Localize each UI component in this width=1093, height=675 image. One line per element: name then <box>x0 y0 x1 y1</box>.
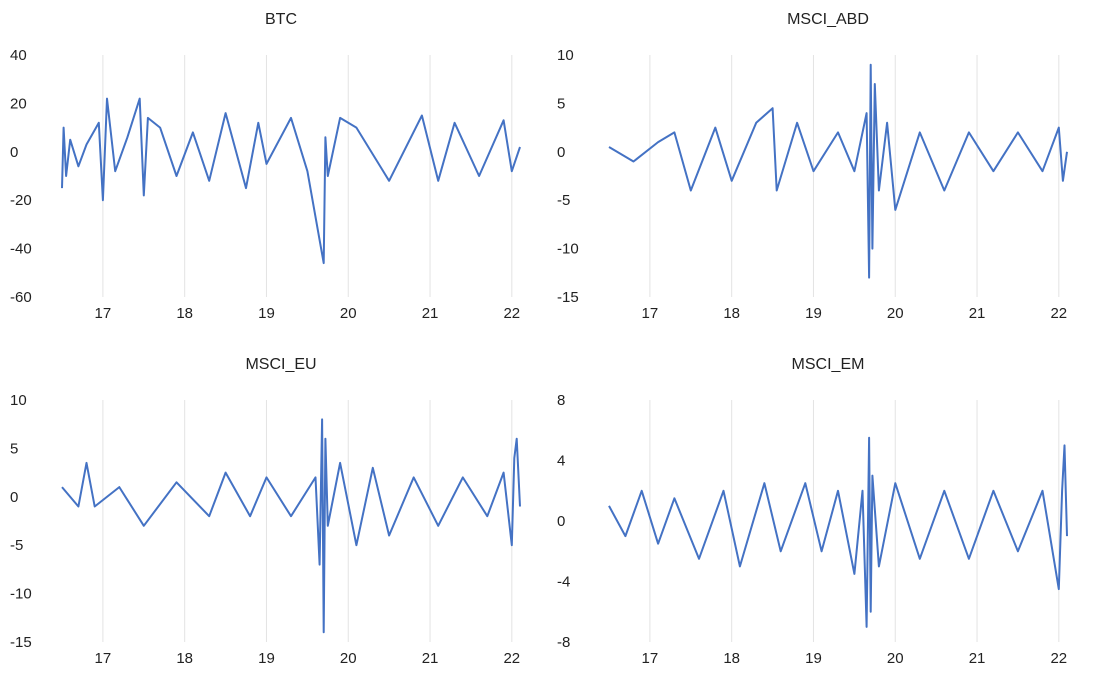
x-tick-label: 22 <box>503 650 520 667</box>
series-line <box>61 97 521 265</box>
y-tick-label: -15 <box>557 289 579 306</box>
y-tick-label: -15 <box>10 634 32 651</box>
x-tick-label: 22 <box>503 305 520 322</box>
x-tick-label: 18 <box>176 305 193 322</box>
y-tick-label: -40 <box>10 241 32 258</box>
y-tick-label: -10 <box>557 241 579 258</box>
series-line <box>61 418 521 634</box>
y-tick-label: 20 <box>10 95 27 112</box>
y-tick-label: 5 <box>557 95 565 112</box>
y-tick-label: -5 <box>557 192 570 209</box>
chart-msci-em: MSCI_EM 17 18 19 20 21 22 8 4 0 -4 -8 <box>547 345 1093 675</box>
x-tick-label: 18 <box>176 650 193 667</box>
chart-msci-eu: MSCI_EU 17 18 19 20 21 22 10 5 0 -5 -10 -15 <box>0 345 546 675</box>
x-tick-label: 21 <box>422 650 439 667</box>
y-tick-label: -5 <box>10 537 23 554</box>
x-tick-label: 21 <box>422 305 439 322</box>
y-tick-label: 8 <box>557 392 565 409</box>
y-tick-label: 0 <box>10 144 18 161</box>
chart-btc: BTC 17 18 19 20 21 22 40 20 0 -20 -40 -60 <box>0 0 546 330</box>
series-line <box>608 436 1068 628</box>
chart-svg: BTC 17 18 19 20 21 22 40 20 0 -20 -40 -60 <box>10 11 521 322</box>
chart-title: MSCI_EM <box>792 356 865 373</box>
series-line <box>608 63 1068 279</box>
x-tick-label: 17 <box>642 305 659 322</box>
y-tick-label: 4 <box>557 453 565 470</box>
x-tick-label: 19 <box>258 650 275 667</box>
x-tick-label: 18 <box>723 650 740 667</box>
x-tick-label: 17 <box>642 650 659 667</box>
y-tick-label: 40 <box>10 47 27 64</box>
x-tick-label: 20 <box>887 650 904 667</box>
x-tick-label: 19 <box>805 650 822 667</box>
y-tick-label: 0 <box>557 144 565 161</box>
chart-title: MSCI_EU <box>245 356 316 373</box>
chart-svg: MSCI_ABD 17 18 19 20 21 22 10 5 0 -5 -10 -15 <box>557 11 1068 322</box>
x-tick-label: 21 <box>969 650 986 667</box>
x-tick-label: 17 <box>95 650 112 667</box>
chart-svg: MSCI_EU 17 18 19 20 21 22 10 5 0 -5 -10 -15 <box>10 356 521 667</box>
x-tick-label: 20 <box>340 650 357 667</box>
chart-svg: MSCI_EM 17 18 19 20 21 22 8 4 0 -4 -8 <box>557 356 1068 667</box>
x-tick-label: 22 <box>1050 650 1067 667</box>
chart-title: BTC <box>265 11 297 28</box>
x-tick-label: 21 <box>969 305 986 322</box>
x-tick-label: 18 <box>723 305 740 322</box>
y-tick-label: -4 <box>557 574 570 591</box>
x-tick-label: 20 <box>887 305 904 322</box>
y-tick-label: -20 <box>10 192 32 209</box>
x-tick-label: 20 <box>340 305 357 322</box>
y-tick-label: -60 <box>10 289 32 306</box>
y-tick-label: -8 <box>557 634 570 651</box>
y-tick-label: 0 <box>557 513 565 530</box>
x-tick-label: 22 <box>1050 305 1067 322</box>
y-tick-label: 0 <box>10 489 18 506</box>
y-tick-label: 10 <box>557 47 574 64</box>
chart-title: MSCI_ABD <box>787 11 869 28</box>
x-tick-label: 19 <box>805 305 822 322</box>
chart-msci-abd: MSCI_ABD 17 18 19 20 21 22 10 5 0 -5 -10 -15 <box>547 0 1093 330</box>
y-tick-label: -10 <box>10 586 32 603</box>
y-tick-label: 10 <box>10 392 27 409</box>
y-tick-label: 5 <box>10 440 18 457</box>
x-tick-label: 17 <box>95 305 112 322</box>
x-tick-label: 19 <box>258 305 275 322</box>
